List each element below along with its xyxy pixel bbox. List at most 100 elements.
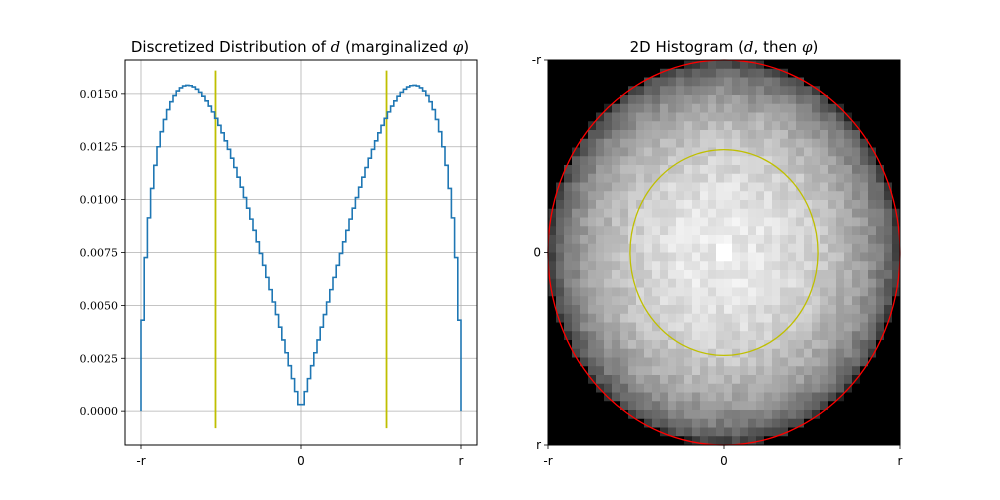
histogram-cell bbox=[812, 287, 821, 297]
histogram-cell bbox=[700, 173, 709, 183]
histogram-cell bbox=[748, 217, 757, 227]
histogram-cell bbox=[820, 156, 829, 166]
histogram-cell bbox=[700, 138, 709, 148]
histogram-cell bbox=[716, 147, 725, 157]
histogram-cell bbox=[668, 436, 677, 446]
histogram-cell bbox=[756, 182, 765, 192]
histogram-cell bbox=[620, 112, 629, 122]
histogram-cell bbox=[668, 208, 677, 218]
histogram-cell bbox=[588, 357, 597, 367]
histogram-cell bbox=[764, 436, 773, 446]
histogram-cell bbox=[844, 313, 853, 323]
histogram-cell bbox=[628, 375, 637, 385]
histogram-cell bbox=[716, 261, 725, 271]
histogram-cell bbox=[748, 103, 757, 113]
histogram-cell bbox=[788, 182, 797, 192]
histogram-cell bbox=[556, 86, 565, 96]
histogram-cell bbox=[748, 191, 757, 201]
histogram-cell bbox=[588, 138, 597, 148]
histogram-cell bbox=[644, 427, 653, 437]
left-y-tick-label: 0.0125 bbox=[80, 141, 119, 154]
histogram-cell bbox=[572, 296, 581, 306]
histogram-cell bbox=[644, 436, 653, 446]
histogram-cell bbox=[588, 147, 597, 157]
histogram-cell bbox=[724, 366, 733, 376]
histogram-cell bbox=[812, 60, 821, 70]
histogram-cell bbox=[812, 436, 821, 446]
histogram-cell bbox=[716, 401, 725, 411]
histogram-cell bbox=[852, 191, 861, 201]
histogram-cell bbox=[668, 261, 677, 271]
histogram-cell bbox=[700, 401, 709, 411]
histogram-cell bbox=[588, 252, 597, 262]
histogram-cell bbox=[708, 235, 717, 245]
histogram-cell bbox=[692, 392, 701, 402]
histogram-cell bbox=[812, 95, 821, 105]
histogram-cell bbox=[852, 305, 861, 315]
histogram-cell bbox=[564, 418, 573, 428]
histogram-cell bbox=[652, 243, 661, 253]
histogram-cell bbox=[668, 86, 677, 96]
histogram-cell bbox=[676, 322, 685, 332]
histogram-cell bbox=[692, 436, 701, 446]
histogram-cell bbox=[700, 296, 709, 306]
histogram-cell bbox=[564, 427, 573, 437]
histogram-cell bbox=[628, 191, 637, 201]
histogram-cell bbox=[748, 296, 757, 306]
histogram-cell bbox=[652, 331, 661, 341]
histogram-cell bbox=[876, 296, 885, 306]
histogram-cell bbox=[756, 261, 765, 271]
histogram-cell bbox=[804, 331, 813, 341]
histogram-cell bbox=[892, 165, 901, 175]
histogram-cell bbox=[868, 340, 877, 350]
histogram-cell bbox=[812, 427, 821, 437]
histogram-cell bbox=[788, 392, 797, 402]
histogram-cell bbox=[812, 191, 821, 201]
histogram-cell bbox=[796, 95, 805, 105]
histogram-cell bbox=[636, 375, 645, 385]
histogram-cell bbox=[820, 77, 829, 87]
histogram-cell bbox=[892, 270, 901, 280]
histogram-cell bbox=[852, 103, 861, 113]
histogram-cell bbox=[572, 410, 581, 420]
histogram-cell bbox=[756, 375, 765, 385]
histogram-cell bbox=[636, 305, 645, 315]
histogram-cell bbox=[844, 95, 853, 105]
histogram-cell bbox=[636, 130, 645, 140]
histogram-cell bbox=[740, 296, 749, 306]
histogram-cell bbox=[564, 287, 573, 297]
histogram-cell bbox=[780, 208, 789, 218]
histogram-cell bbox=[644, 217, 653, 227]
histogram-cell bbox=[652, 138, 661, 148]
histogram-cell bbox=[580, 331, 589, 341]
histogram-cell bbox=[756, 173, 765, 183]
histogram-cell bbox=[788, 287, 797, 297]
histogram-cell bbox=[620, 217, 629, 227]
histogram-cell bbox=[812, 375, 821, 385]
histogram-cell bbox=[580, 112, 589, 122]
histogram-cell bbox=[756, 313, 765, 323]
histogram-cell bbox=[780, 243, 789, 253]
histogram-cell bbox=[820, 138, 829, 148]
histogram-cell bbox=[660, 418, 669, 428]
histogram-cell bbox=[596, 305, 605, 315]
left-y-tick-label: 0.0000 bbox=[80, 405, 119, 418]
histogram-cell bbox=[636, 427, 645, 437]
histogram-cell bbox=[772, 121, 781, 131]
histogram-cell bbox=[700, 191, 709, 201]
histogram-cell bbox=[572, 331, 581, 341]
histogram-cell bbox=[700, 200, 709, 210]
histogram-cell bbox=[620, 287, 629, 297]
histogram-cell bbox=[724, 261, 733, 271]
histogram-cell bbox=[564, 95, 573, 105]
histogram-cell bbox=[636, 182, 645, 192]
histogram-cell bbox=[884, 278, 893, 288]
histogram-cell bbox=[844, 392, 853, 402]
histogram-cell bbox=[708, 436, 717, 446]
histogram-cell bbox=[636, 313, 645, 323]
histogram-cell bbox=[772, 138, 781, 148]
histogram-cell bbox=[668, 366, 677, 376]
histogram-cell bbox=[580, 156, 589, 166]
histogram-cell bbox=[604, 208, 613, 218]
histogram-cell bbox=[884, 103, 893, 113]
